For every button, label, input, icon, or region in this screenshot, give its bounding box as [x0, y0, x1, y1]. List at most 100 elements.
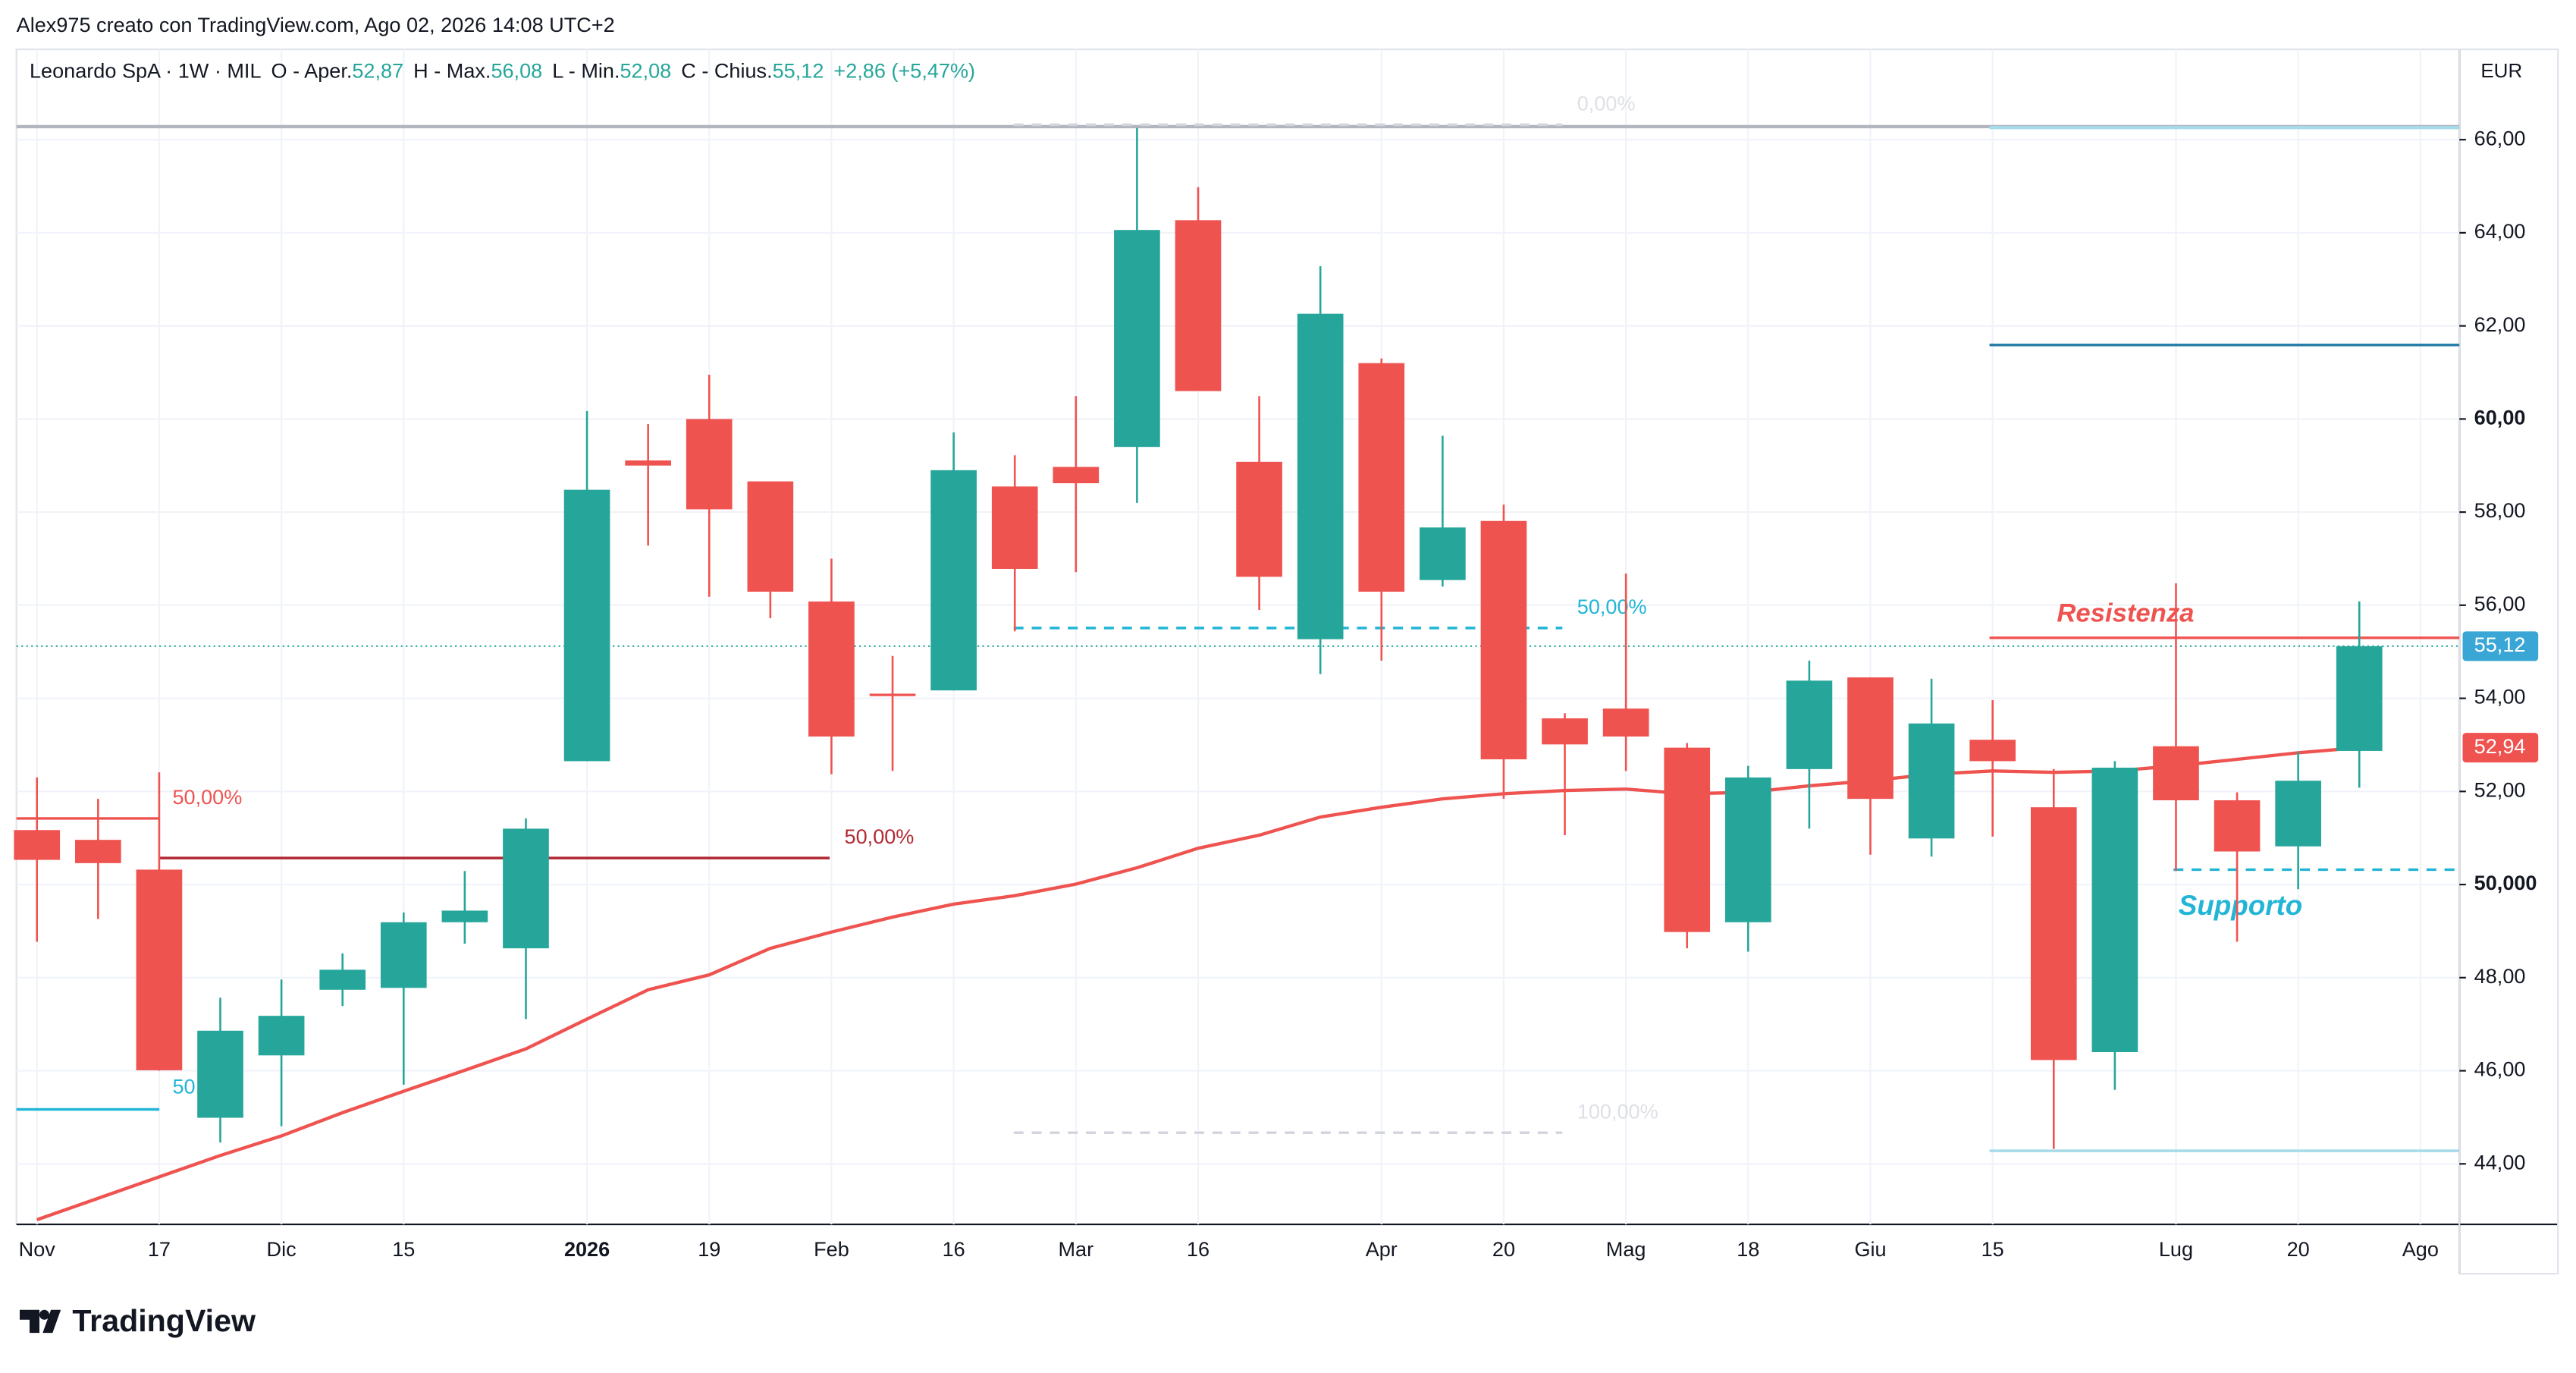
- logo: TradingView: [19, 1303, 256, 1338]
- candle-body: [869, 693, 916, 696]
- x-tick-label: Lug: [2159, 1237, 2193, 1261]
- candle-body: [503, 828, 549, 949]
- ohlc-label: L - Min.: [552, 59, 620, 83]
- x-tick-label: 2026: [564, 1237, 610, 1261]
- currency: EUR: [2480, 59, 2522, 82]
- ohlc-value: 56,08: [491, 59, 542, 83]
- candle-body: [2091, 768, 2138, 1053]
- moving-average: [36, 746, 2360, 1221]
- y-tick-label: 66,00: [2474, 126, 2526, 149]
- candle-body: [2214, 800, 2261, 852]
- candle-body: [1908, 723, 1955, 839]
- logo-dot: [39, 1309, 49, 1320]
- x-tick-label: 16: [1187, 1237, 1210, 1261]
- change: +2,86 (+5,47%): [833, 59, 975, 83]
- x-tick-label: 16: [943, 1237, 965, 1261]
- y-tick-label: 64,00: [2474, 219, 2526, 243]
- candle-body: [1724, 777, 1771, 922]
- candle-body: [930, 470, 977, 691]
- candle-body: [1236, 461, 1282, 577]
- candle-body: [441, 910, 488, 922]
- candle-body: [1114, 230, 1160, 448]
- price-tag-label: 55,12: [2474, 633, 2526, 656]
- price-tag: [2462, 733, 2539, 763]
- candle-body: [14, 830, 61, 860]
- candle-body: [747, 481, 794, 592]
- price-tag: [2462, 631, 2539, 661]
- candle-body: [686, 419, 733, 510]
- brand: TradingView: [72, 1303, 256, 1338]
- candle-body: [563, 489, 610, 762]
- drawing-label: 50,00%: [172, 785, 242, 809]
- ohlc-label: O - Aper.: [271, 59, 353, 83]
- drawing-label: 50,00%: [1577, 595, 1647, 618]
- candle-body: [319, 969, 366, 990]
- y-tick-label: 50,000: [2474, 871, 2537, 894]
- drawing-label: 50,00%: [845, 825, 915, 848]
- y-tick-label: 48,00: [2474, 964, 2526, 988]
- candle-body: [808, 601, 855, 737]
- ohlc-value: 52,87: [352, 59, 403, 83]
- y-tick-label: 52,00: [2474, 778, 2526, 801]
- candle-body: [197, 1030, 243, 1118]
- candle-body: [75, 840, 121, 863]
- x-tick-label: Ago: [2402, 1237, 2439, 1261]
- ohlc-label: C - Chius.: [681, 59, 772, 83]
- x-tick-label: 15: [1981, 1237, 2004, 1261]
- x-tick-label: Mar: [1058, 1237, 1093, 1261]
- x-tick-label: 20: [2287, 1237, 2310, 1261]
- candle-body: [1480, 520, 1527, 759]
- candle-body: [1969, 740, 2016, 762]
- x-tick-label: Feb: [814, 1237, 849, 1261]
- x-tick-label: 20: [1492, 1237, 1515, 1261]
- candle-body: [258, 1016, 305, 1056]
- drawing-label: 100,00%: [1577, 1099, 1658, 1123]
- y-tick-label: 54,00: [2474, 685, 2526, 708]
- candle-body: [1602, 708, 1649, 737]
- plot: 44,00 46,00 48,00 50,000 52,00 54,00 56,00 58,0…: [14, 49, 2539, 1261]
- candle-body: [2275, 781, 2321, 847]
- ohlc-label: H - Max.: [413, 59, 491, 83]
- y-tick-label: 46,00: [2474, 1057, 2526, 1081]
- x-tick-label: 17: [148, 1237, 171, 1261]
- candle-body: [1358, 363, 1405, 592]
- y-tick-label: 44,00: [2474, 1150, 2526, 1173]
- candle-body: [2336, 646, 2383, 751]
- x-tick-label: Dic: [267, 1237, 297, 1261]
- ohlc-value: 55,12: [773, 59, 824, 83]
- y-tick-label: 62,00: [2474, 313, 2526, 336]
- candle-body: [1664, 747, 1711, 932]
- candle-body: [380, 922, 427, 988]
- candle-body: [1420, 527, 1466, 580]
- y-tick-label: 56,00: [2474, 592, 2526, 615]
- x-tick-label: Mag: [1606, 1237, 1646, 1261]
- drawing-label: 0,00%: [1577, 92, 1636, 115]
- y-tick-label: 58,00: [2474, 498, 2526, 522]
- ohlc-value: 52,08: [620, 59, 671, 83]
- y-tick-label: 60,00: [2474, 406, 2526, 429]
- candle-body: [991, 486, 1038, 569]
- candle-body: [1053, 467, 1100, 484]
- drawing-label: Resistenza: [2057, 599, 2194, 628]
- credit: Alex975 creato con TradingView.com, Ago …: [17, 13, 615, 36]
- candle-body: [1786, 680, 1833, 769]
- symbol: Leonardo SpA · 1W · MIL: [30, 59, 262, 83]
- candle-body: [1542, 718, 1588, 745]
- candle-body: [1297, 313, 1344, 639]
- candle-body: [625, 460, 671, 466]
- x-tick-label: Apr: [1366, 1237, 1398, 1261]
- axis-frame: [2458, 48, 2559, 1275]
- price-tag-label: 52,94: [2474, 734, 2526, 758]
- drawing-label: Supporto: [2179, 890, 2303, 921]
- candle-body: [1847, 677, 1894, 800]
- x-tick-label: Giu: [1854, 1237, 1886, 1261]
- x-tick-label: 18: [1737, 1237, 1759, 1261]
- x-tick-label: 15: [392, 1237, 415, 1261]
- candle-body: [136, 869, 183, 1070]
- x-tick-label: 19: [698, 1237, 720, 1261]
- logo-icon: [19, 1309, 61, 1334]
- candle-body: [1175, 220, 1222, 391]
- candle-body: [2030, 807, 2077, 1060]
